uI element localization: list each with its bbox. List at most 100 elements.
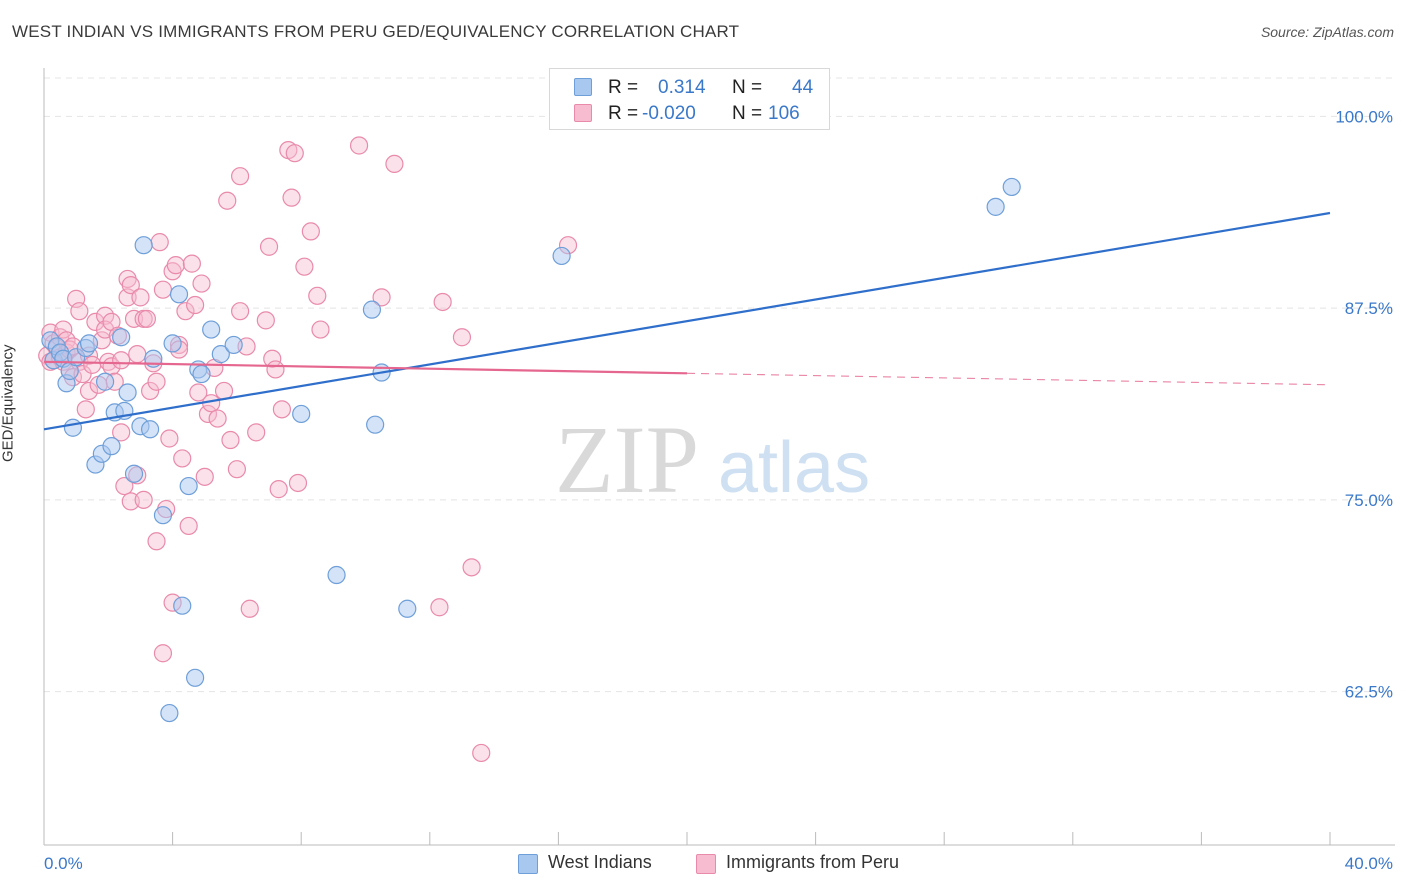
data-point-peru	[288, 473, 308, 493]
source-label: Source: ZipAtlas.com	[1260, 24, 1394, 40]
legend-swatch-blue	[574, 78, 592, 96]
watermark-atlas: atlas	[718, 428, 870, 508]
data-point-west-indians	[224, 335, 243, 355]
data-point-peru	[147, 372, 166, 391]
data-point-peru	[153, 280, 173, 299]
data-point-peru	[259, 237, 279, 256]
data-point-peru	[176, 302, 195, 321]
y-axis-label: GED/Equivalency	[0, 344, 17, 462]
data-point-peru	[173, 449, 192, 468]
data-point-west-indians	[124, 464, 144, 483]
bottom-legend-swatch-blue	[518, 854, 538, 874]
data-point-peru	[208, 409, 227, 428]
data-point-peru	[240, 599, 259, 618]
legend-n-value: 44	[792, 77, 814, 98]
data-point-west-indians	[102, 437, 121, 456]
data-point-peru	[182, 254, 201, 273]
data-point-peru	[214, 381, 234, 401]
data-point-peru	[140, 381, 160, 401]
data-point-peru	[160, 429, 179, 448]
data-point-peru	[166, 256, 185, 275]
y-tick-label: 75.0%	[1345, 491, 1393, 510]
data-point-peru	[70, 302, 89, 321]
data-point-west-indians	[179, 476, 198, 496]
data-point-west-indians	[186, 668, 205, 687]
data-point-peru	[79, 381, 99, 401]
data-point-west-indians	[202, 320, 221, 339]
data-point-west-indians	[140, 420, 160, 439]
data-point-peru	[221, 430, 240, 450]
data-point-peru	[282, 188, 301, 207]
data-point-west-indians	[112, 328, 131, 347]
data-point-west-indians	[192, 364, 211, 384]
data-point-west-indians	[160, 703, 179, 723]
data-point-peru	[150, 233, 169, 252]
data-point-peru	[112, 351, 131, 370]
data-point-peru	[115, 476, 134, 496]
data-point-peru	[385, 154, 404, 174]
data-point-peru	[128, 345, 147, 364]
data-point-west-indians	[362, 300, 382, 319]
data-point-peru	[430, 598, 449, 617]
data-point-peru	[179, 516, 198, 536]
legend-r-label: R =	[608, 103, 639, 124]
data-point-west-indians	[63, 418, 83, 437]
data-point-peru	[137, 309, 156, 328]
data-point-peru	[83, 355, 102, 374]
watermark-zip: ZIP	[555, 406, 699, 513]
data-point-peru	[231, 167, 250, 186]
data-point-west-indians	[169, 285, 189, 304]
data-point-peru	[153, 644, 173, 663]
data-point-peru	[218, 191, 237, 210]
data-point-peru	[452, 328, 472, 347]
data-point-peru	[269, 480, 288, 499]
data-point-west-indians	[134, 236, 153, 255]
y-tick-label: 87.5%	[1345, 299, 1393, 318]
data-point-west-indians	[398, 599, 417, 618]
data-point-west-indians	[211, 345, 230, 364]
data-point-peru	[349, 136, 369, 155]
data-point-west-indians	[366, 415, 385, 434]
bottom-legend-label: Immigrants from Peru	[726, 852, 900, 872]
data-point-peru	[186, 295, 205, 315]
legend-r-value: -0.020	[642, 103, 696, 124]
data-point-peru	[301, 222, 320, 241]
data-point-peru	[227, 460, 246, 479]
data-point-peru	[263, 349, 282, 368]
data-point-west-indians	[79, 334, 99, 353]
data-point-west-indians	[173, 596, 192, 615]
trendline-peru	[43, 360, 688, 375]
data-point-west-indians	[163, 334, 182, 353]
chart-title: WEST INDIAN VS IMMIGRANTS FROM PERU GED/…	[12, 22, 740, 41]
data-point-peru	[462, 558, 481, 577]
data-point-west-indians	[552, 246, 571, 266]
data-point-peru	[433, 292, 452, 312]
data-point-peru	[54, 320, 73, 339]
trendline-peru-extension	[686, 372, 1331, 386]
x-tick-label: 0.0%	[44, 854, 83, 873]
data-point-peru	[189, 383, 208, 402]
data-point-west-indians	[95, 372, 115, 391]
legend-n-label: N =	[732, 77, 763, 98]
data-point-peru	[285, 144, 304, 163]
data-point-peru	[311, 320, 330, 339]
y-tick-label: 100.0%	[1335, 107, 1393, 126]
data-point-peru	[112, 423, 131, 442]
data-point-peru	[124, 309, 144, 328]
data-point-peru	[86, 312, 105, 332]
data-point-peru	[308, 286, 327, 305]
data-point-west-indians	[292, 404, 311, 424]
data-point-peru	[231, 302, 250, 321]
data-point-west-indians	[327, 565, 346, 585]
data-point-peru	[272, 400, 292, 419]
data-point-peru	[295, 257, 314, 276]
data-point-peru	[472, 743, 491, 763]
legend-n-value: 106	[768, 103, 800, 124]
data-point-peru	[147, 532, 166, 551]
legend-swatch-pink	[574, 104, 592, 122]
data-point-peru	[195, 467, 214, 486]
data-point-peru	[247, 423, 266, 442]
data-point-peru	[256, 311, 275, 330]
data-point-peru	[76, 400, 95, 419]
data-point-west-indians	[986, 197, 1005, 216]
